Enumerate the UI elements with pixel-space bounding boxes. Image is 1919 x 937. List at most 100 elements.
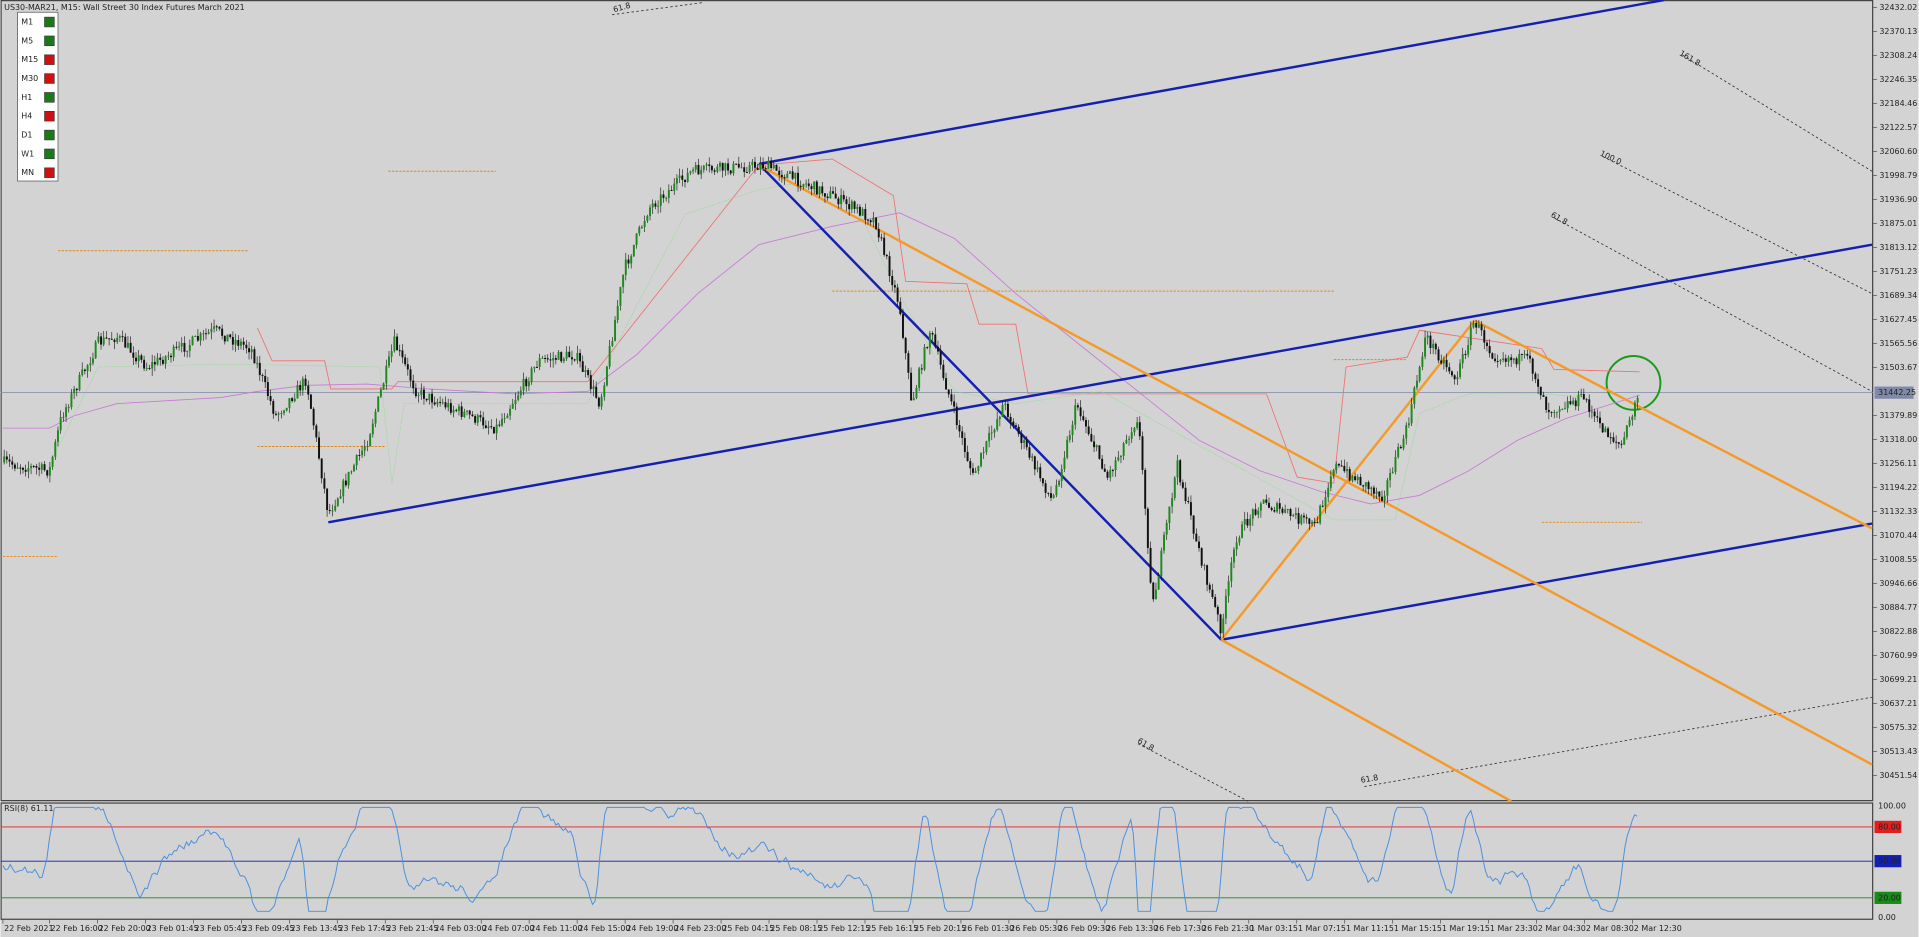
candle-body	[347, 471, 350, 486]
candle-body	[858, 206, 861, 216]
candle-body	[452, 409, 455, 413]
candle-body	[312, 408, 315, 426]
candle-body	[89, 363, 92, 366]
candle-body	[982, 452, 985, 454]
candle-body	[1537, 379, 1540, 387]
candle-body	[778, 170, 781, 175]
candle-body	[1405, 425, 1408, 439]
candle-body	[893, 285, 896, 288]
candle-body	[595, 386, 598, 398]
candle-body	[643, 220, 646, 227]
candle-body	[1305, 517, 1308, 519]
candle-body	[1036, 467, 1039, 470]
candle-body	[433, 402, 436, 405]
candle-body	[845, 199, 848, 205]
candle-body	[700, 169, 703, 175]
candle-body	[1461, 354, 1464, 364]
candle-body	[1367, 482, 1370, 490]
candle-body	[1006, 403, 1009, 417]
candle-body	[673, 183, 676, 191]
price-label: 31318.00	[1879, 435, 1917, 444]
candle-body	[318, 437, 320, 459]
candle-body	[1327, 487, 1330, 498]
candle-body	[86, 365, 89, 372]
candle-body	[611, 341, 614, 346]
candle-body	[837, 198, 840, 205]
moving-average	[2, 212, 1640, 505]
candle-body	[1335, 463, 1338, 470]
candle-body	[118, 336, 121, 338]
candle-body	[188, 344, 191, 351]
time-label: 24 Feb 03:00	[434, 924, 486, 933]
candle-body	[1109, 470, 1112, 478]
candle-body	[694, 164, 697, 170]
candle-body	[635, 233, 638, 245]
candle-body	[1469, 327, 1472, 346]
candle-body	[834, 193, 837, 199]
stop-line	[256, 158, 1640, 484]
candle-body	[309, 394, 312, 409]
candle-body	[807, 183, 810, 187]
candle-body	[1391, 471, 1394, 474]
candle-body	[783, 177, 786, 179]
candle-body	[441, 402, 444, 404]
candle-body	[1233, 549, 1235, 563]
time-label: 26 Feb 05:30	[1010, 924, 1062, 933]
candle-body	[385, 365, 388, 384]
candle-body	[1114, 460, 1117, 471]
candle-body	[406, 364, 409, 370]
price-label: 31132.33	[1879, 507, 1917, 516]
candle-body	[1241, 524, 1244, 538]
candle-body	[466, 410, 469, 412]
candle-body	[490, 426, 493, 428]
price-label: 31936.90	[1879, 195, 1917, 204]
candle-body	[880, 237, 883, 239]
candle-body	[1093, 441, 1096, 448]
candle-body	[326, 488, 329, 511]
time-label: 2 Mar 04:30	[1538, 924, 1586, 933]
candle-body	[810, 186, 813, 190]
time-label: 1 Mar 19:15	[1442, 924, 1490, 933]
candle-body	[1235, 542, 1238, 550]
candle-body	[988, 432, 991, 442]
candle-body	[234, 340, 237, 345]
candle-body	[762, 163, 765, 169]
candle-body	[1429, 335, 1432, 349]
candle-body	[1628, 419, 1631, 426]
candle-body	[422, 389, 425, 399]
candle-body	[912, 397, 915, 401]
candle-body	[546, 358, 549, 360]
candle-body	[40, 464, 43, 470]
candle-body	[161, 359, 164, 364]
candle-body	[557, 352, 560, 360]
candle-body	[124, 336, 127, 348]
candle-body	[476, 415, 479, 423]
candle-body	[600, 396, 603, 407]
candle-body	[1262, 499, 1265, 504]
candle-body	[888, 256, 891, 277]
candle-body	[904, 337, 907, 354]
candle-body	[1128, 438, 1131, 440]
candle-body	[794, 172, 797, 179]
candle-body	[797, 172, 800, 186]
time-label: 26 Feb 17:30	[1154, 924, 1206, 933]
candle-body	[379, 389, 382, 397]
candle-body	[145, 367, 148, 369]
candle-body	[1009, 416, 1012, 422]
candle-body	[404, 357, 407, 365]
candle-body	[689, 171, 692, 173]
time-label: 1 Mar 03:15	[1250, 924, 1298, 933]
candle-body	[856, 206, 859, 209]
candle-body	[1079, 407, 1082, 417]
candle-body	[100, 336, 103, 345]
candle-body	[1063, 457, 1066, 470]
time-label: 26 Feb 09:30	[1058, 924, 1110, 933]
candle-body	[705, 164, 708, 166]
time-label: 1 Mar 11:15	[1346, 924, 1394, 933]
candle-body	[864, 209, 867, 220]
candle-body	[920, 368, 923, 370]
candle-body	[363, 446, 366, 451]
candle-body	[205, 333, 207, 335]
candle-body	[1087, 426, 1090, 435]
candle-body	[1386, 480, 1389, 496]
